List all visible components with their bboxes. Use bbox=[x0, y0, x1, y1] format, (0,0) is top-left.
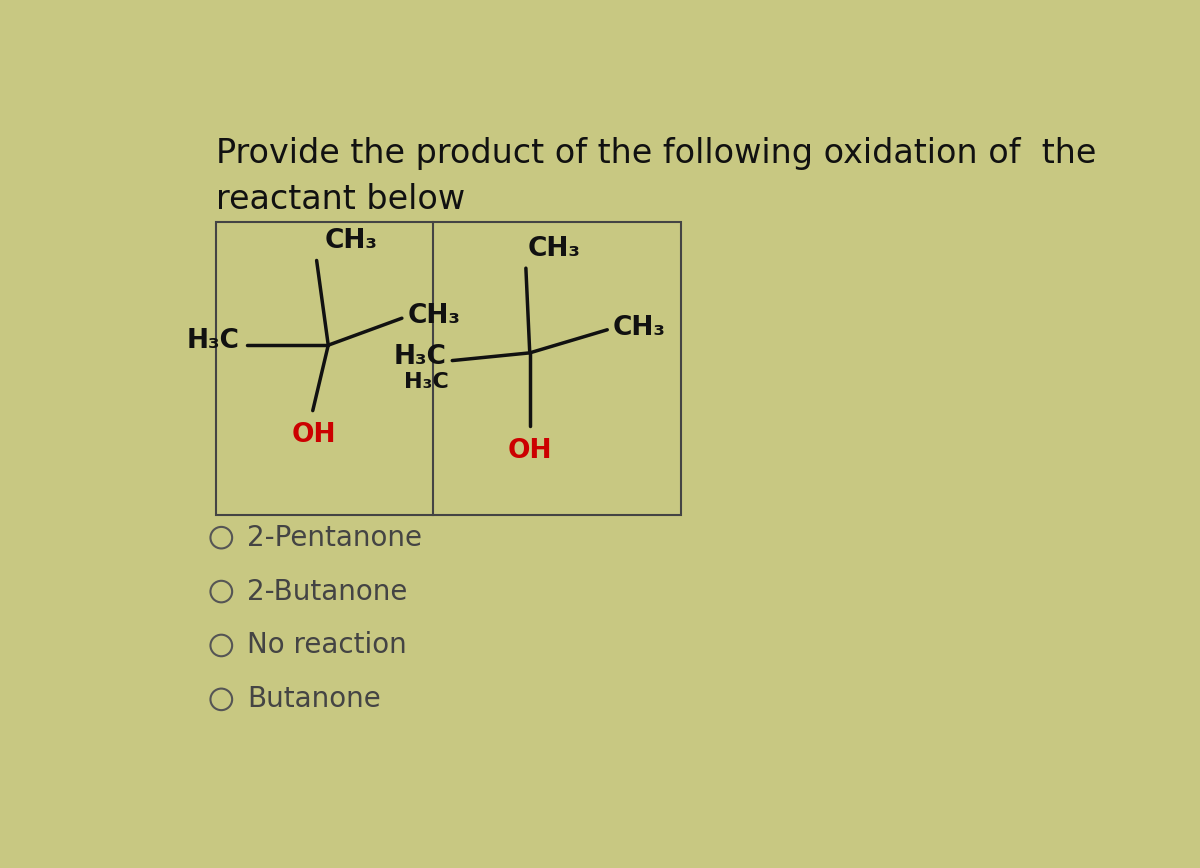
Text: reactant below: reactant below bbox=[216, 183, 466, 216]
Text: 2-Pentanone: 2-Pentanone bbox=[247, 523, 422, 552]
Text: H₃C: H₃C bbox=[186, 328, 239, 354]
Text: OH: OH bbox=[292, 422, 336, 448]
Text: CH₃: CH₃ bbox=[407, 303, 460, 329]
Text: No reaction: No reaction bbox=[247, 632, 407, 660]
Text: CH₃: CH₃ bbox=[528, 236, 581, 262]
Text: 2-Butanone: 2-Butanone bbox=[247, 577, 407, 606]
Text: CH₃: CH₃ bbox=[613, 315, 666, 341]
Text: H₃C: H₃C bbox=[394, 344, 446, 370]
Text: Butanone: Butanone bbox=[247, 686, 380, 713]
Text: Provide the product of the following oxidation of  the: Provide the product of the following oxi… bbox=[216, 137, 1097, 170]
Text: CH₃: CH₃ bbox=[324, 228, 377, 254]
Text: OH: OH bbox=[508, 437, 552, 464]
Text: H₃C: H₃C bbox=[403, 372, 449, 392]
